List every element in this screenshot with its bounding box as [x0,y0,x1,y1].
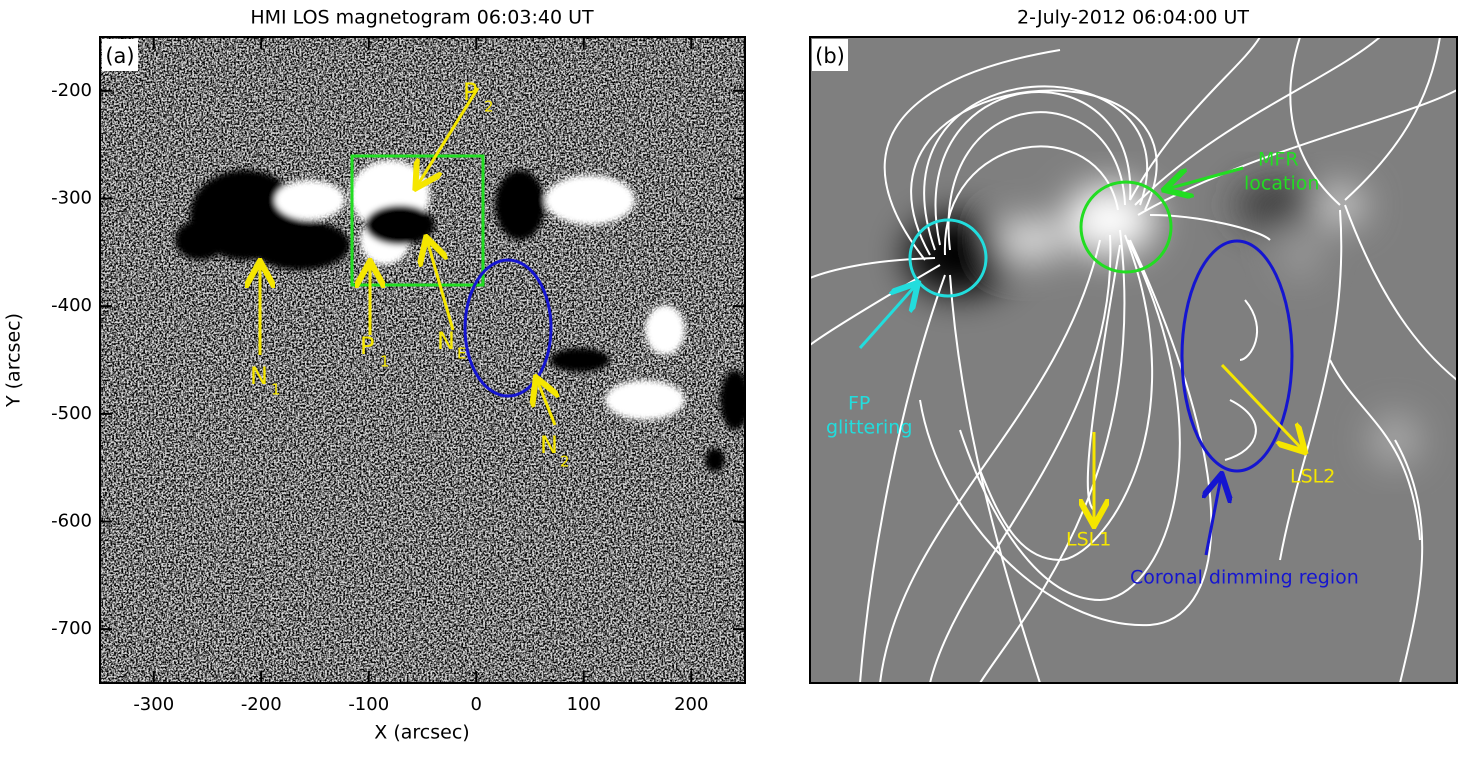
y-tick-label: -700 [51,618,92,639]
annotation: N [540,431,558,459]
label-bg [102,39,138,71]
magnetogram [100,37,745,683]
annotation: glittering [826,417,912,439]
panel-title: 2-July-2012 06:04:00 UT [1017,7,1249,29]
label-bg [812,39,848,71]
y-tick-label: -500 [51,403,92,424]
y-tick-label: -400 [51,295,92,316]
arrow [1167,166,1244,189]
y-tick-label: -300 [51,188,92,209]
x-tick-label: -300 [133,694,174,715]
axes-frame [99,36,746,684]
x-axis-label: X (arcsec) [374,722,469,744]
ticks: -300 -200 -100 0 100 200 -700 -600 -500 -400 -300 -… [51,37,745,715]
annotation: N [250,362,268,390]
arrow [858,285,916,349]
annotations: P 2 N 1 P 1 N E N 2 [250,78,570,471]
annotation: P [360,332,374,360]
extrapolation [810,37,1457,683]
y-axis-label: Y (arcsec) [3,313,25,408]
x-tick-label: 100 [567,694,601,715]
annotation: P [463,78,477,106]
circle [1079,180,1173,274]
annotation-sub: 2 [484,98,494,116]
x-tick-label: -100 [348,694,389,715]
annotation-sub: 2 [560,453,570,471]
ellipse [463,258,553,398]
arrow [1206,477,1221,556]
annotation-sub: 1 [271,381,281,399]
y-tick-label: -600 [51,511,92,532]
panel-label: (b) [815,44,845,68]
circle [908,218,988,298]
annotation: Coronal dimming region [1130,567,1359,589]
ellipse [1180,239,1294,473]
annotation-sub: E [457,345,466,363]
annotation: LSL2 [1290,466,1335,488]
annotation: MFR [1258,149,1299,171]
annotation: LSL1 [1066,529,1111,551]
x-tick-label: 200 [674,694,708,715]
y-tick-label: -200 [51,80,92,101]
arrows [260,87,555,426]
field-lines [810,37,1457,683]
axes-frame [809,36,1458,684]
annotation: location [1244,173,1319,195]
annotation: FP [848,393,870,415]
arrow [1220,363,1303,450]
annotation: N [437,327,455,355]
panel-label: (a) [105,44,134,68]
x-tick-label: 0 [471,694,482,715]
x-tick-label: -200 [241,694,282,715]
box [350,154,485,287]
annotation-sub: 1 [380,353,390,371]
panel-title: HMI LOS magnetogram 06:03:40 UT [250,7,594,29]
